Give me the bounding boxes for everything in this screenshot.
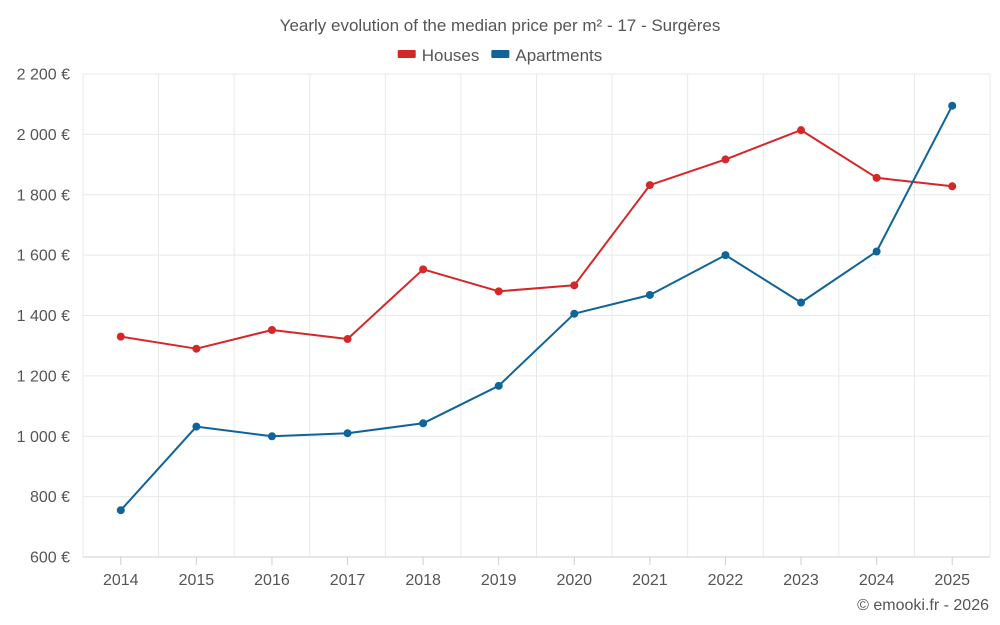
legend-label: Apartments: [515, 46, 602, 65]
x-tick-label: 2024: [859, 572, 895, 589]
apartments-point: [192, 422, 201, 431]
x-tick-label: 2022: [708, 572, 744, 589]
apartments-point: [797, 298, 806, 307]
apartments-point: [343, 429, 352, 438]
y-tick-label: 2 200 €: [17, 67, 70, 84]
houses-point: [645, 181, 654, 190]
apartments-point: [948, 101, 957, 110]
x-tick-label: 2017: [330, 572, 366, 589]
legend-item-apartments[interactable]: Apartments: [491, 46, 602, 65]
grid: [82, 73, 991, 557]
x-tick-label: 2025: [934, 572, 970, 589]
y-tick-label: 800 €: [30, 489, 70, 506]
houses-point: [797, 126, 806, 135]
houses-point: [419, 265, 428, 274]
series: [116, 101, 957, 515]
y-tick-label: 1 000 €: [17, 429, 70, 446]
legend: Houses Apartments: [397, 46, 602, 65]
x-tick-label: 2023: [783, 572, 819, 589]
y-tick-label: 2 000 €: [17, 127, 70, 144]
y-tick-label: 600 €: [30, 550, 70, 567]
credit-text: © emooki.fr - 2026: [857, 597, 989, 614]
y-tick-label: 1 200 €: [17, 368, 70, 385]
apartments-point: [645, 290, 654, 299]
legend-swatch: [491, 50, 510, 58]
apartments-point: [419, 419, 428, 428]
x-tick-label: 2019: [481, 572, 517, 589]
houses-point: [872, 173, 881, 182]
houses-point: [948, 182, 957, 191]
x-tick-label: 2018: [405, 572, 441, 589]
x-tick-label: 2020: [556, 572, 592, 589]
x-tick-label: 2015: [179, 572, 215, 589]
legend-item-houses[interactable]: Houses: [397, 46, 480, 65]
legend-label: Houses: [422, 46, 480, 65]
houses-line: [120, 129, 953, 350]
houses-point: [721, 155, 730, 164]
chart-title: Yearly evolution of the median price per…: [280, 16, 721, 35]
x-tick-label: 2021: [632, 572, 668, 589]
apartments-line: [120, 105, 954, 511]
x-tick-label: 2014: [103, 572, 139, 589]
houses-point: [570, 281, 579, 290]
y-tick-label: 1 800 €: [17, 187, 70, 204]
apartments-point: [267, 432, 276, 441]
y-tick-label: 1 600 €: [17, 248, 70, 265]
houses-point: [343, 335, 352, 344]
houses-point: [192, 344, 201, 353]
y-tick-label: 1 400 €: [17, 308, 70, 325]
houses-point: [267, 325, 276, 334]
apartments-point: [721, 251, 730, 260]
apartments-point: [494, 381, 503, 390]
x-tick-label: 2016: [254, 572, 290, 589]
apartments-point: [570, 309, 579, 318]
axes: 600 € 800 € 1 000 € 1 200 € 1 400 € 1 600 € 1 …: [17, 67, 990, 589]
apartments-point: [872, 247, 881, 256]
houses-point: [494, 287, 503, 296]
legend-swatch: [397, 50, 416, 58]
apartments-point: [116, 506, 125, 515]
houses-point: [116, 332, 125, 341]
